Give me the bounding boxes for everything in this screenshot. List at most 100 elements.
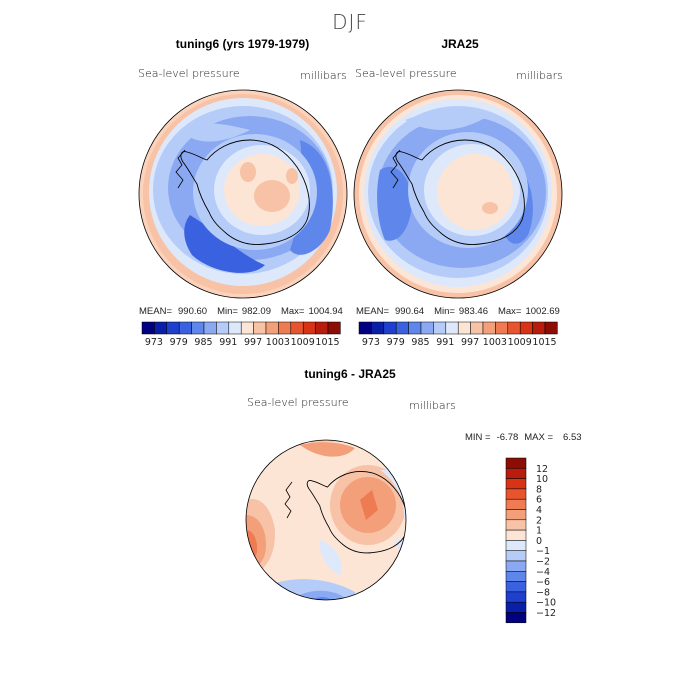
panel-2-title: JRA25 (441, 37, 479, 51)
colorbar-3-tick-label: −2 (536, 557, 550, 568)
panel-1-units: millibars (300, 69, 347, 82)
panel-2-variable: Sea-level pressure (355, 67, 457, 80)
colorbar-1-swatch (240, 321, 254, 335)
colorbar-2-svg: 973 979 985 991 997 1003 1009 1015 (358, 321, 558, 348)
colorbar-3-swatch (505, 498, 527, 510)
colorbar-1-svg: 973 979 985 991 997 1003 1009 1015 (141, 321, 341, 348)
colorbar-2-tick-label: 1003 (483, 337, 507, 348)
colorbar-3-swatch (505, 529, 527, 541)
colorbar-1-swatch (166, 321, 180, 335)
colorbar-1-tick-label: 973 (145, 337, 163, 348)
panel-1-stats: MEAN= 990.60 Min= 982.09 Max= 1004.94 (139, 306, 343, 317)
colorbar-2-swatch (371, 321, 385, 335)
colorbar-1-swatch (253, 321, 267, 335)
colorbar-3-swatch (505, 550, 527, 562)
colorbar-3-swatch (505, 540, 527, 551)
colorbar-2-swatch (420, 321, 434, 335)
colorbar-1-swatch (290, 321, 304, 335)
colorbar-1-swatch (315, 321, 329, 335)
colorbar-1-swatch (216, 321, 230, 335)
colorbar-2-swatch (383, 321, 397, 335)
panel-2-stats: MEAN= 990.64 Min= 983.46 Max= 1002.69 (356, 306, 560, 317)
colorbar-panel-2: 973 979 985 991 997 1003 1009 1015 (358, 321, 563, 362)
panel-3-variable: Sea-level pressure (247, 396, 349, 409)
colorbar-2-swatch (470, 321, 484, 335)
colorbar-2-tick-label: 991 (436, 337, 454, 348)
colorbar-2-swatch (532, 321, 546, 335)
colorbar-3-tick-label: −10 (536, 598, 556, 609)
colorbar-1-swatch (327, 321, 341, 335)
colorbar-2-tick-label: 1015 (532, 337, 556, 348)
colorbar-1-swatch (191, 321, 205, 335)
panel-2-units: millibars (516, 69, 563, 82)
colorbar-1-tick-label: 1009 (291, 337, 315, 348)
colorbar-2-tick-label: 979 (387, 337, 405, 348)
colorbar-3-tick-label: 8 (536, 484, 542, 495)
colorbar-3-swatch (505, 591, 527, 603)
colorbar-3-swatch (505, 560, 527, 572)
colorbar-panel-3: 12 10 8 6 4 2 1 0 −1 −2 −4 −6 −8 −10 −12 (505, 457, 565, 630)
colorbar-3-swatch (505, 457, 527, 469)
colorbar-3-swatch (505, 571, 527, 582)
colorbar-3-swatch (505, 581, 527, 593)
panel-3-stats: MIN = -6.78 MAX = 6.53 (465, 432, 582, 443)
colorbar-1-swatch (203, 321, 217, 335)
colorbar-3-tick-label: 0 (536, 536, 542, 547)
colorbar-2-swatch (408, 321, 422, 335)
colorbar-2-tick-label: 1009 (508, 337, 532, 348)
colorbar-3-tick-label: 4 (536, 505, 542, 516)
colorbar-1-swatch (278, 321, 292, 335)
colorbar-2-swatch (358, 321, 372, 335)
colorbar-2-swatch (433, 321, 447, 335)
colorbar-3-swatch (505, 601, 527, 613)
colorbar-2-swatch (507, 321, 521, 335)
colorbar-3-tick-label: −1 (536, 546, 550, 557)
colorbar-3-swatch (505, 519, 527, 531)
colorbar-1-tick-label: 991 (219, 337, 237, 348)
colorbar-3-swatch (505, 468, 527, 479)
colorbar-1-tick-label: 997 (244, 337, 262, 348)
colorbar-3-tick-label: −12 (536, 608, 556, 619)
colorbar-3-tick-label: 1 (536, 526, 542, 537)
page-title: DJF (332, 10, 368, 34)
colorbar-1-tick-label: 979 (170, 337, 188, 348)
colorbar-3-tick-label: −6 (536, 577, 550, 588)
colorbar-2-swatch (544, 321, 558, 335)
colorbar-1-swatch (265, 321, 279, 335)
colorbar-2-swatch (457, 321, 471, 335)
colorbar-1-tick-label: 1003 (266, 337, 290, 348)
colorbar-2-swatch (495, 321, 509, 335)
colorbar-1-swatch (141, 321, 155, 335)
colorbar-2-swatch (445, 321, 459, 335)
panel-1-variable: Sea-level pressure (138, 67, 240, 80)
colorbar-3-tick-label: 2 (536, 515, 542, 526)
colorbar-panel-1: 973 979 985 991 997 1003 1009 1015 (141, 321, 346, 362)
map-panel-1 (139, 90, 347, 298)
colorbar-3-swatch (505, 488, 527, 500)
colorbar-3-swatch (505, 509, 527, 521)
colorbar-3-tick-label: 6 (536, 495, 542, 506)
colorbar-1-tick-label: 1015 (315, 337, 339, 348)
colorbar-1-swatch (302, 321, 316, 335)
colorbar-2-tick-label: 973 (362, 337, 380, 348)
colorbar-2-tick-label: 985 (411, 337, 429, 348)
panel-3-units: millibars (409, 399, 456, 412)
map-panel-3 (246, 440, 406, 600)
colorbar-3-tick-label: 12 (536, 464, 548, 475)
colorbar-2-swatch (519, 321, 533, 335)
colorbar-3-swatch (505, 612, 527, 624)
colorbar-2-swatch (482, 321, 496, 335)
panel-1-title: tuning6 (yrs 1979-1979) (175, 37, 310, 51)
colorbar-1-swatch (178, 321, 192, 335)
colorbar-1-tick-label: 985 (194, 337, 212, 348)
colorbar-2-swatch (395, 321, 409, 335)
colorbar-1-swatch (228, 321, 242, 335)
panel-3-title: tuning6 - JRA25 (304, 367, 396, 381)
colorbar-3-tick-label: −4 (536, 567, 550, 578)
colorbar-2-tick-label: 997 (461, 337, 479, 348)
colorbar-3-tick-label: −8 (536, 587, 550, 598)
colorbar-3-tick-label: 10 (536, 474, 548, 485)
